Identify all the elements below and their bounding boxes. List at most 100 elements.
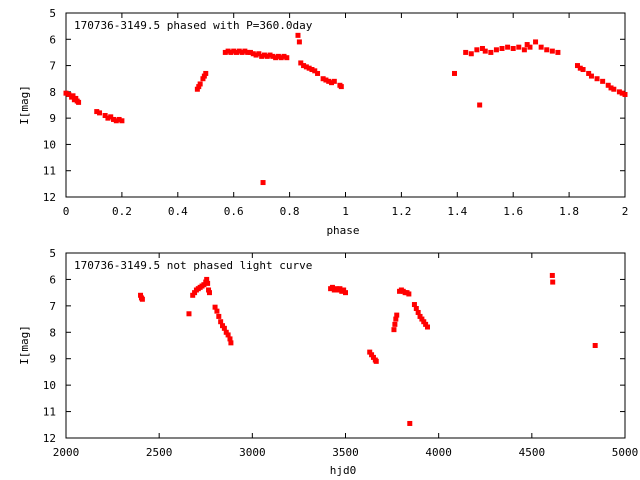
unphased-x-tick-label: 4000 (425, 446, 452, 459)
unphased-data-point (417, 313, 423, 319)
phased-data-point (493, 47, 499, 53)
unphased-y-tick-label: 6 (49, 273, 56, 286)
phased-y-tick-label: 6 (49, 33, 56, 46)
phased-data-point (267, 52, 273, 58)
phased-chart-title: 170736-3149.5 phased with P=360.0day (74, 19, 313, 32)
phased-data-point (586, 70, 592, 76)
phased-y-tick-label: 8 (49, 86, 56, 99)
unphased-x-tick-label: 2500 (146, 446, 173, 459)
unphased-x-axis-label: hjd0 (330, 464, 357, 477)
unphased-data-point (223, 329, 229, 335)
phased-data-point (315, 70, 321, 76)
unphased-data-point (201, 282, 207, 288)
phased-panel: 0 0.2 0.4 0.6 0.8 1 1.2 1.4 1.6 1.8 2 56789101112 … (18, 7, 628, 237)
unphased-y-ticks: 5 6 7 8 9 10 11 12 (43, 247, 625, 445)
unphased-y-tick-label: 8 (49, 326, 56, 339)
phased-data-point (222, 49, 228, 55)
unphased-x-tick-label: 5000 (612, 446, 639, 459)
unphased-data-point (423, 321, 429, 327)
unphased-data-point (205, 280, 211, 286)
phased-x-tick-label: 0.6 (224, 205, 244, 218)
phased-data-point (63, 90, 69, 96)
phased-data-point (588, 73, 594, 79)
phased-plot-frame (65, 12, 626, 198)
unphased-data-point (204, 276, 210, 282)
phased-y-tick-label: 10 (43, 138, 56, 151)
unphased-data-point (424, 324, 430, 330)
unphased-data-point (411, 302, 417, 308)
phased-data-point (296, 39, 302, 45)
unphased-x-tick-label: 2000 (53, 446, 80, 459)
phased-data-point (102, 113, 108, 119)
phased-y-tick-label: 11 (43, 165, 56, 178)
phased-data-point (474, 47, 480, 53)
unphased-data-point (413, 306, 419, 311)
unphased-data-point (337, 286, 343, 292)
phased-x-tick-label: 1.4 (447, 205, 467, 218)
unphased-data-point (221, 325, 227, 331)
phased-data-point (108, 114, 114, 120)
phased-data-point (201, 73, 207, 79)
phased-data-point (256, 51, 262, 57)
phased-data-point (577, 65, 583, 71)
unphased-data-point (406, 291, 412, 297)
phased-y-tick-label: 9 (49, 112, 56, 125)
unphased-data-point (393, 316, 399, 322)
phased-data-point (275, 53, 281, 59)
unphased-data-point (592, 343, 598, 348)
unphased-panel: 2000 2500 3000 3500 4000 4500 5000 5 6 7 8 9 10 11 12… (18, 247, 638, 477)
phased-data-point (66, 91, 72, 97)
unphased-data-point (550, 279, 556, 285)
phased-data-point (200, 76, 206, 82)
phased-data-point (338, 84, 344, 90)
unphased-data-point (206, 290, 212, 296)
phased-data-point (228, 49, 234, 55)
phased-x-tick-label: 0.2 (112, 205, 132, 218)
unphased-data-point (225, 332, 231, 338)
phased-data-point (233, 49, 239, 55)
phased-data-point (273, 55, 279, 61)
unphased-data-point (369, 352, 375, 358)
unphased-data-point (192, 290, 198, 296)
phased-data-point (303, 64, 309, 70)
phased-data-point (70, 93, 76, 99)
unphased-data-point (419, 316, 425, 322)
phased-data-point (194, 86, 200, 92)
phased-data-point (76, 99, 82, 105)
unphased-data-point (139, 296, 145, 302)
phased-data-point (105, 115, 111, 121)
phased-data-point (538, 44, 544, 50)
phased-data-point (477, 102, 483, 108)
unphased-data-point (341, 287, 347, 293)
unphased-chart-title: 170736-3149.5 not phased light curve (74, 259, 312, 272)
phased-data-point (73, 95, 79, 101)
phased-data-point (94, 109, 100, 115)
phased-data-point (116, 116, 122, 122)
phased-data-point (326, 78, 332, 84)
phased-data-point (253, 52, 259, 58)
unphased-data-point (415, 309, 421, 315)
phased-data-point (616, 89, 622, 95)
phased-data-point (452, 70, 458, 76)
unphased-data-point (227, 336, 233, 342)
unphased-y-tick-label: 12 (43, 432, 56, 445)
phased-data-point (247, 49, 253, 55)
unphased-data-point (343, 290, 348, 296)
phased-data-point (242, 48, 248, 54)
phased-data-point (278, 55, 284, 61)
unphased-data-point (421, 319, 427, 325)
unphased-data-point (206, 287, 212, 293)
phased-data-point (203, 70, 209, 76)
phased-data-point (250, 51, 256, 57)
unphased-y-tick-label: 10 (43, 379, 56, 392)
phased-data-point (295, 32, 301, 38)
unphased-data-point (391, 327, 397, 333)
phased-data-point (619, 90, 625, 96)
phased-data-point (284, 55, 290, 61)
phased-data-point (331, 78, 337, 84)
phased-data-point (521, 47, 527, 53)
phased-data-point (516, 44, 522, 50)
unphased-data-point (329, 284, 335, 290)
unphased-data-point (216, 313, 222, 319)
unphased-data-point (186, 311, 192, 317)
